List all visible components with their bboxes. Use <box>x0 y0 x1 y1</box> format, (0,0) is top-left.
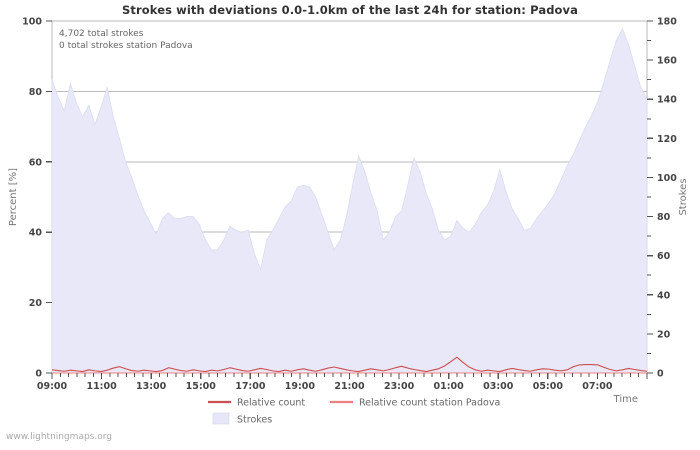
strokes-area-path <box>51 27 648 374</box>
y2-tick-label: 60 <box>657 251 671 262</box>
y-tick-label: 80 <box>29 87 43 98</box>
y2-tick-label: 180 <box>657 17 677 28</box>
x-tick-label: 01:00 <box>434 381 465 392</box>
left-axis: 0 20 40 60 80 100 <box>22 17 52 380</box>
x-tick-label: 15:00 <box>186 381 217 392</box>
x-tick-label: 09:00 <box>37 381 68 392</box>
right-axis: 0 20 40 60 80 100 120 140 160 180 <box>647 17 677 380</box>
relative-count-line <box>51 356 648 373</box>
y2-tick-label: 20 <box>657 329 671 340</box>
x-axis-title: Time <box>613 394 638 405</box>
y-axis-title: Percent [%] <box>8 168 19 226</box>
strokes-area-series <box>51 27 648 374</box>
y-tick-label: 0 <box>35 369 42 380</box>
x-tick-label: 17:00 <box>235 381 266 392</box>
y-tick-label: 100 <box>22 17 42 28</box>
x-tick-label: 03:00 <box>483 381 514 392</box>
x-tick-label: 13:00 <box>136 381 167 392</box>
y2-tick-label: 80 <box>657 212 671 223</box>
y2-tick-label: 100 <box>657 173 677 184</box>
legend-swatch-3 <box>212 412 230 425</box>
axis-titles: Percent [%] Strokes Time <box>8 168 689 405</box>
y2-tick-label: 40 <box>657 290 671 301</box>
y2-axis-title: Strokes <box>678 178 689 215</box>
total-strokes-annotation: 4,702 total strokes <box>59 29 144 39</box>
watermark-link[interactable]: www.lightningmaps.org <box>6 432 112 442</box>
x-tick-label: 05:00 <box>533 381 564 392</box>
y2-tick-label: 0 <box>657 369 664 380</box>
legend-label-1[interactable]: Relative count <box>237 398 305 409</box>
relative-count-path <box>51 356 648 373</box>
y2-tick-label: 140 <box>657 95 677 106</box>
y-tick-label: 20 <box>29 298 43 309</box>
chart-legend: Relative count Relative count station Pad… <box>208 398 500 426</box>
x-tick-label: 19:00 <box>285 381 316 392</box>
x-tick-label: 21:00 <box>334 381 365 392</box>
y-tick-label: 60 <box>29 157 43 168</box>
y-tick-label: 40 <box>29 228 43 239</box>
plot-annotations: 4,702 total strokes 0 total strokes stati… <box>59 29 193 51</box>
bottom-axis: 09:00 11:00 13:00 15:00 17:00 19:00 21:00 23:00… <box>37 373 648 392</box>
chart-title: Strokes with deviations 0.0-1.0km of the… <box>122 3 578 17</box>
legend-label-3[interactable]: Strokes <box>237 415 272 426</box>
station-strokes-annotation: 0 total strokes station Padova <box>59 41 193 51</box>
x-tick-label: 23:00 <box>384 381 415 392</box>
legend-label-2[interactable]: Relative count station Padova <box>359 398 500 409</box>
y2-tick-label: 120 <box>657 134 677 145</box>
x-tick-label: 07:00 <box>582 381 613 392</box>
y2-tick-label: 160 <box>657 56 677 67</box>
x-tick-label: 11:00 <box>86 381 117 392</box>
